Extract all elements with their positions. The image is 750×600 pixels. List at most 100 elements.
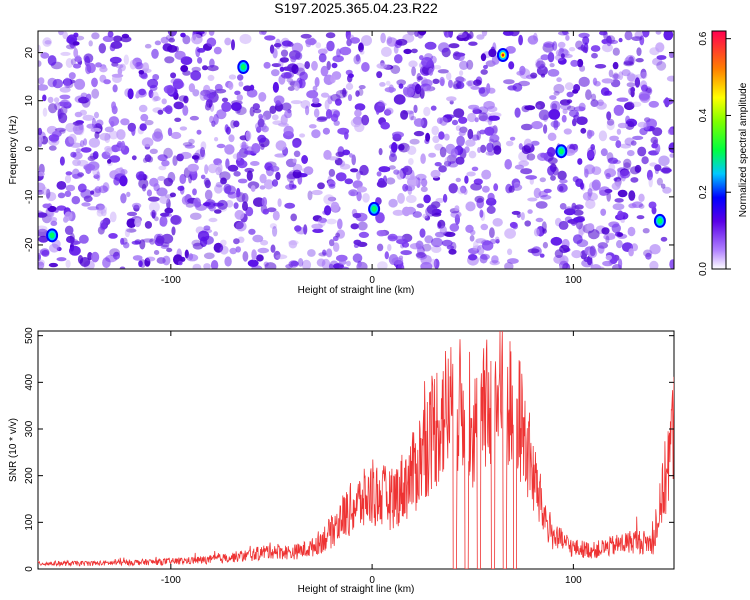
- heatmap-cell: [536, 57, 544, 69]
- heatmap-cell: [667, 128, 674, 135]
- heatmap-cell: [72, 121, 83, 126]
- heatmap-cell: [393, 169, 400, 175]
- heatmap-cell: [213, 202, 224, 207]
- heatmap-cell: [144, 154, 152, 163]
- heatmap-cell: [553, 119, 559, 131]
- y-tick-label: 400: [24, 374, 35, 391]
- heatmap-cell: [656, 177, 664, 186]
- heatmap-cell: [59, 99, 71, 107]
- heatmap-cell: [50, 217, 58, 222]
- heatmap-cell: [640, 71, 648, 80]
- heatmap-cell: [64, 211, 73, 221]
- heatmap-cell: [253, 108, 262, 114]
- heatmap-cell: [157, 109, 164, 115]
- heatmap-cell: [42, 203, 51, 209]
- heatmap-cell: [180, 256, 186, 262]
- heatmap-cell: [448, 248, 457, 255]
- y-tick-label: 200: [24, 467, 35, 484]
- hot-spot-core: [558, 148, 564, 155]
- heatmap-cell: [464, 175, 469, 184]
- heatmap-cell: [376, 243, 384, 252]
- heatmap-cell: [275, 254, 288, 260]
- heatmap-cell: [312, 85, 318, 92]
- heatmap-cell: [263, 61, 271, 69]
- heatmap-cell: [626, 82, 636, 88]
- heatmap-cell: [628, 248, 634, 257]
- heatmap-cell: [385, 177, 396, 185]
- heatmap-cell: [242, 201, 248, 212]
- y-tick-label: 100: [24, 514, 35, 531]
- heatmap-cell: [504, 262, 514, 269]
- heatmap-cell: [295, 227, 307, 235]
- heatmap-cell: [38, 225, 48, 232]
- heatmap-cell: [467, 112, 477, 123]
- heatmap-cell: [376, 171, 382, 177]
- heatmap-cell: [227, 164, 239, 172]
- heatmap-cell: [179, 151, 192, 160]
- heatmap-cell: [236, 94, 243, 102]
- heatmap-cell: [131, 202, 142, 209]
- heatmap-cell: [441, 239, 453, 247]
- heatmap-cell: [533, 228, 540, 237]
- heatmap-cell: [182, 35, 191, 45]
- heatmap-cell: [144, 221, 152, 229]
- heatmap-cell: [160, 212, 170, 217]
- heatmap-cell: [448, 43, 460, 49]
- heatmap-cell: [38, 235, 49, 243]
- heatmap-cell: [256, 254, 264, 262]
- heatmap-cell: [112, 84, 118, 93]
- heatmap-cell: [618, 258, 623, 269]
- heatmap-cell: [491, 255, 499, 264]
- heatmap-cell: [422, 213, 428, 219]
- heatmap-cell: [273, 250, 281, 260]
- heatmap-cell: [168, 37, 175, 43]
- heatmap-cell: [94, 131, 100, 139]
- heatmap-cell: [346, 34, 355, 41]
- heatmap-cell: [561, 31, 569, 36]
- heatmap-cell: [423, 194, 431, 204]
- heatmap-cell: [480, 223, 489, 231]
- heatmap-cell: [431, 245, 442, 253]
- heatmap-cell: [161, 98, 167, 105]
- heatmap-cell: [468, 31, 474, 39]
- heatmap-cell: [342, 87, 347, 98]
- heatmap-cell: [527, 197, 538, 202]
- heatmap-cell: [617, 189, 628, 198]
- heatmap-cell: [63, 77, 71, 89]
- heatmap-cell: [83, 195, 93, 203]
- heatmap-cell: [413, 104, 418, 114]
- heatmap-cell: [75, 35, 85, 41]
- heatmap-cell: [91, 77, 98, 88]
- heatmap-cell: [205, 201, 216, 209]
- heatmap-cell: [604, 188, 613, 194]
- chart-title: S197.2025.365.04.23.R22: [274, 0, 438, 16]
- heatmap-cell: [108, 116, 120, 127]
- heatmap-cell: [410, 116, 417, 121]
- x-tick-label: 100: [565, 275, 582, 286]
- heatmap-cell: [57, 108, 62, 120]
- heatmap-cell: [131, 240, 141, 245]
- heatmap-cell: [210, 260, 219, 269]
- heatmap-cell: [580, 127, 587, 134]
- heatmap-cell: [578, 32, 590, 39]
- heatmap-cell: [608, 221, 620, 228]
- heatmap-cell: [72, 41, 80, 46]
- heatmap-cell: [160, 36, 169, 44]
- heatmap-cell: [668, 142, 674, 153]
- heatmap-cell: [325, 32, 336, 39]
- heatmap-cell: [376, 63, 388, 69]
- heatmap-cell: [538, 109, 550, 121]
- heatmap-cell: [200, 174, 206, 180]
- heatmap-cell: [287, 41, 294, 47]
- heatmap-cell: [187, 163, 199, 172]
- heatmap-cell: [586, 150, 595, 159]
- heatmap-cell: [642, 228, 650, 234]
- heatmap-cell: [574, 204, 584, 210]
- heatmap-cell: [586, 223, 595, 231]
- heatmap-cell: [38, 171, 45, 177]
- heatmap-cell: [48, 145, 57, 151]
- heatmap-cell: [91, 117, 97, 129]
- heatmap-cell: [70, 151, 77, 158]
- x-tick-label: 100: [565, 575, 582, 586]
- heatmap-cell: [489, 134, 500, 143]
